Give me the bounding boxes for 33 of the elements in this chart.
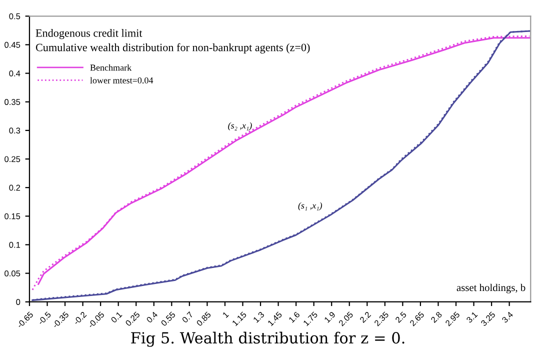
caption: Fig 5. Wealth distribution for z = 0.	[131, 332, 404, 347]
x-tick-label: 2.2	[359, 311, 372, 324]
x-tick-label: 1.9	[324, 311, 336, 323]
x-axis-title: asset holdings, b	[456, 284, 526, 294]
x-tick-label: 2.5	[394, 311, 407, 324]
y-tick-label: 0.2	[9, 184, 20, 191]
x-tick-label: 1	[222, 311, 229, 318]
text: Endogenous credit limit	[36, 29, 142, 40]
x-tick-label: 1.3	[252, 311, 265, 323]
x-tick-label: 0.7	[182, 311, 194, 324]
y-tick-label: 0.1	[9, 242, 20, 248]
x-tick-label: 2.8	[430, 311, 442, 324]
annotation: (s₁ ,x₁)	[298, 202, 322, 210]
y-tick-label: 0.4	[9, 70, 20, 76]
y-tick-label: 0.25	[4, 156, 20, 162]
legend-label: lower mtest=0.04	[90, 77, 154, 84]
x-tick-label: -0.5	[38, 311, 52, 326]
y-tick-label: 0.15	[4, 213, 20, 220]
y-tick-label: 0.3	[9, 128, 20, 134]
y-tick-label: 0.5	[9, 13, 20, 20]
x-tick-label: 1.6	[288, 311, 300, 323]
y-tick-label: 0.35	[4, 99, 20, 105]
x-tick-label: 0.1	[110, 311, 122, 324]
x-tick-label: 3.4	[502, 311, 514, 324]
x-tick-label: 3.1	[466, 311, 478, 324]
legend-label: Benchmark	[90, 64, 132, 71]
y-tick-label: 0	[16, 299, 20, 305]
y-tick-label: 0.45	[4, 42, 20, 48]
text: Cumulative wealth distribution for non-bankrupt agents (z=0)	[36, 43, 310, 54]
x-tick-label: 0.4	[146, 311, 158, 324]
y-tick-label: 0.05	[4, 270, 20, 276]
x-tick-label: -0.2	[73, 311, 87, 326]
annotation: (s₂ ,x₁)	[228, 122, 252, 130]
